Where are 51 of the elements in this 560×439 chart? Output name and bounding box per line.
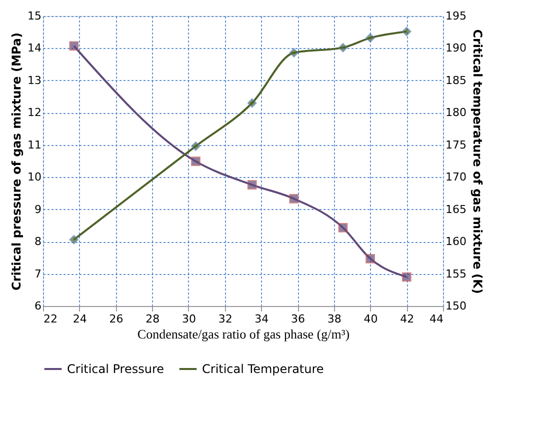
y-tick-label: 8: [34, 235, 42, 248]
y2-tick-label: 175: [446, 138, 466, 152]
point: [338, 223, 348, 232]
point: [69, 234, 79, 244]
y2-tick-label: 190: [446, 42, 466, 55]
x-tick-label: 30: [182, 312, 196, 326]
x-tick-label: 22: [44, 312, 58, 326]
y2-tick-label: 195: [446, 10, 466, 22]
y-tick-label: 9: [34, 202, 42, 216]
point: [338, 42, 348, 52]
y2-tick-label: 180: [446, 106, 466, 120]
point: [69, 41, 79, 51]
point: [289, 194, 299, 204]
x-tick-label: 32: [218, 312, 232, 326]
point: [366, 254, 375, 264]
x-tick-label: 36: [291, 312, 306, 326]
point: [402, 272, 412, 282]
y2-tick-label: 160: [446, 235, 466, 248]
point: [402, 26, 412, 36]
y-tick-label: 15: [28, 10, 42, 22]
x-axis-title: Condensate/gas ratio of gas phase (g/m³): [137, 326, 350, 342]
x-tick-label: 24: [72, 312, 87, 326]
y-tick-label: 14: [28, 42, 42, 55]
x-tick-label: 40: [364, 312, 378, 326]
y2-tick-label: 165: [446, 202, 466, 216]
y-tick-label: 6: [34, 300, 42, 312]
y2-tick-label: 150: [446, 300, 466, 312]
y-tick-label: 11: [28, 138, 42, 152]
x-tick-label: 42: [400, 312, 414, 326]
y-tick-label: 13: [28, 74, 42, 87]
y2-tick-label: 155: [446, 267, 466, 280]
point: [289, 48, 299, 58]
point: [366, 33, 375, 43]
y-tick-label: 12: [28, 106, 42, 120]
y2-axis-title: Critical temperature of gas mixture (K): [470, 29, 484, 294]
x-tick-label: 44: [430, 312, 444, 326]
point: [247, 98, 257, 108]
x-tick-label: 34: [254, 312, 269, 326]
y2-tick-label: 170: [446, 170, 466, 184]
legend-label: Critical Temperature: [202, 362, 324, 376]
point: [247, 180, 257, 190]
legend-label: Critical Pressure: [67, 362, 164, 376]
point: [191, 141, 200, 151]
x-tick-label: 26: [109, 312, 124, 326]
y2-tick-label: 185: [446, 74, 466, 87]
x-tick-label: 38: [327, 312, 342, 326]
point: [191, 156, 200, 166]
y-tick-label: 7: [34, 267, 42, 280]
y-axis-title: Critical pressure of gas mixture (MPa): [10, 32, 24, 290]
y-tick-label: 10: [28, 170, 42, 184]
x-tick-label: 28: [146, 312, 160, 326]
